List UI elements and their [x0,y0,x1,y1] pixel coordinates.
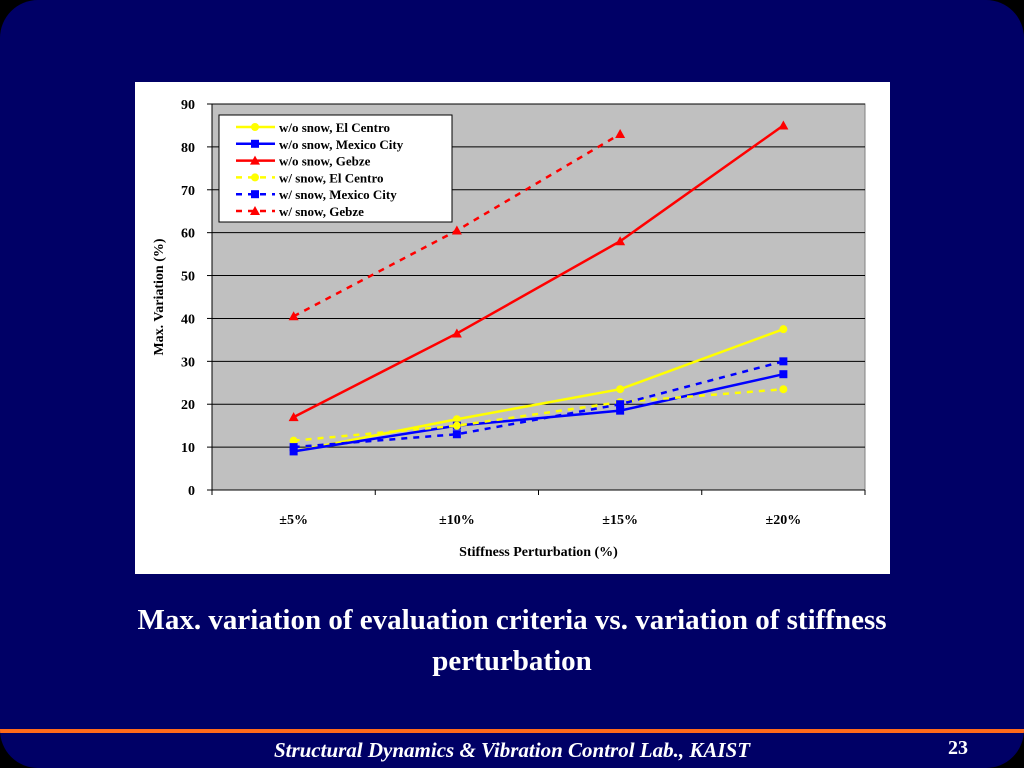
slide-caption: Max. variation of evaluation criteria vs… [137,604,887,677]
series-line [293,327,784,453]
legend-label: w/o snow, Gebze [279,154,371,169]
y-tick-label: 80 [181,141,195,156]
data-point [616,385,625,394]
y-tick-label: 40 [181,312,195,327]
series-5 [288,129,626,321]
page-number: 23 [948,737,968,759]
legend-label: w/ snow, Gebze [279,204,364,219]
data-point [779,370,788,379]
data-point [779,325,788,334]
data-point [452,415,461,424]
series-line [293,387,784,442]
legend-marker [250,206,260,215]
y-axis-title: Max. Variation (%) [152,238,167,355]
legend-label: w/ snow, Mexico City [279,187,397,202]
x-tick-label: ±20% [766,513,802,528]
data-point [288,412,299,422]
data-point [452,430,461,439]
y-tick-label: 20 [181,398,195,413]
x-tick-label: ±15% [602,513,638,528]
legend-marker [251,173,259,182]
legend-marker [250,155,260,165]
series-line [293,124,785,419]
legend-label: w/o snow, Mexico City [279,137,404,152]
legend-marker [251,123,259,131]
y-tick-label: 70 [181,184,195,199]
footer-lab-name: Structural Dynamics & Vibration Control … [273,738,751,762]
series-line [293,372,784,453]
data-point [452,421,461,430]
data-point [615,129,626,139]
y-tick-label: 30 [181,355,195,370]
data-point [289,443,298,452]
x-axis-title: Stiffness Perturbation (%) [459,545,618,560]
legend-marker [251,190,259,199]
data-point [616,406,625,415]
data-point [289,447,298,456]
data-point [451,328,462,338]
y-tick-label: 60 [181,227,195,242]
data-point [616,400,625,409]
legend-label: w/ snow, El Centro [279,170,384,185]
data-point [289,436,298,445]
legend-marker [251,139,259,148]
y-tick-label: 0 [188,484,195,499]
data-point [451,225,462,235]
chart-panel: 0 10 20 30 40 50 60 70 80 90 ±5% ±10% ±15% ±20% Stiffn… [135,82,890,574]
y-tick-label: 90 [181,98,195,113]
data-point [778,120,789,130]
x-tick-label: ±10% [439,513,475,528]
y-tick-label: 50 [181,270,195,285]
x-tick-label: ±5% [279,513,308,528]
series-4 [289,357,788,452]
legend-box [218,114,453,223]
data-point [779,357,788,366]
legend-label: w/o snow, El Centro [279,120,390,135]
data-point [779,385,788,394]
data-point [615,236,626,246]
chart-svg: 0 10 20 30 40 50 60 70 80 90 ±5% ±10% ±15% ±20% Stiffn… [152,98,866,560]
legend: w/o snow, El Centro w/o snow, Mexico City… [218,114,453,223]
footer-rule [0,729,1024,733]
series-2 [288,120,789,422]
y-tick-label: 10 [181,441,195,456]
data-point [288,311,299,321]
